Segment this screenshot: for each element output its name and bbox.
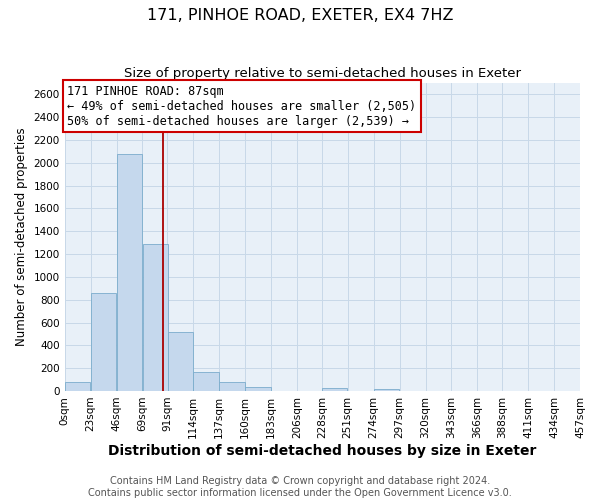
Bar xyxy=(65,382,91,391)
Text: Contains HM Land Registry data © Crown copyright and database right 2024.
Contai: Contains HM Land Registry data © Crown c… xyxy=(88,476,512,498)
Text: 171 PINHOE ROAD: 87sqm
← 49% of semi-detached houses are smaller (2,505)
50% of : 171 PINHOE ROAD: 87sqm ← 49% of semi-det… xyxy=(67,84,416,128)
Bar xyxy=(91,293,116,391)
Bar xyxy=(322,388,347,391)
Bar xyxy=(143,244,168,391)
Title: Size of property relative to semi-detached houses in Exeter: Size of property relative to semi-detach… xyxy=(124,68,521,80)
Bar xyxy=(193,372,219,391)
Bar xyxy=(117,154,142,391)
Bar xyxy=(245,387,271,391)
X-axis label: Distribution of semi-detached houses by size in Exeter: Distribution of semi-detached houses by … xyxy=(108,444,536,458)
Text: 171, PINHOE ROAD, EXETER, EX4 7HZ: 171, PINHOE ROAD, EXETER, EX4 7HZ xyxy=(147,8,453,22)
Bar xyxy=(167,332,193,391)
Y-axis label: Number of semi-detached properties: Number of semi-detached properties xyxy=(15,128,28,346)
Bar xyxy=(374,388,399,391)
Bar xyxy=(220,382,245,391)
